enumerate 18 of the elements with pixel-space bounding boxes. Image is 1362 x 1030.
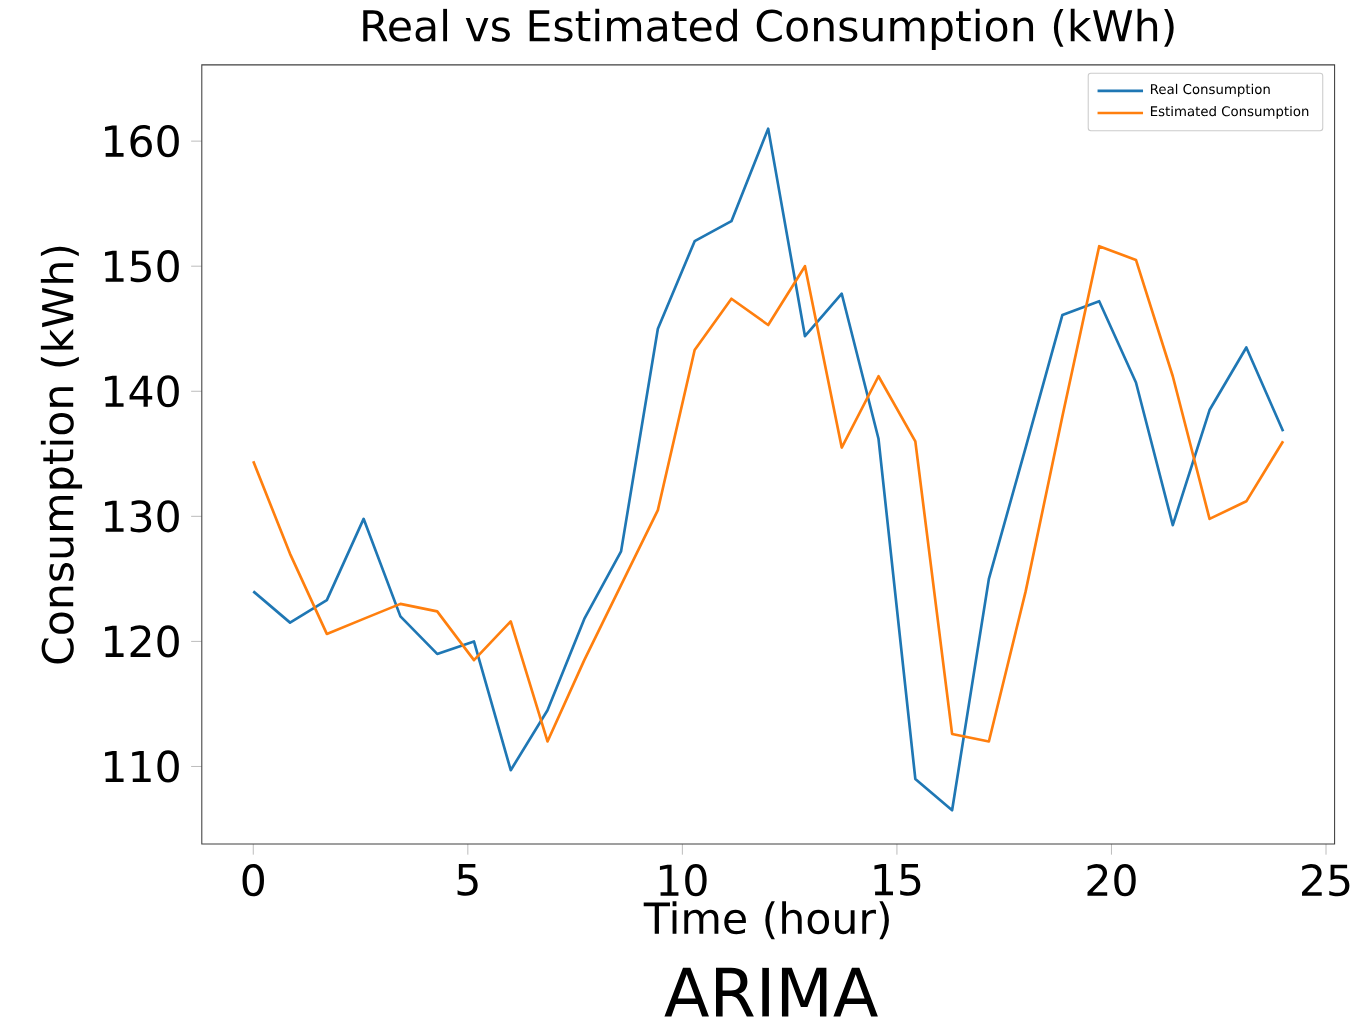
y-tick-label: 110 bbox=[105, 750, 179, 783]
line-series bbox=[251, 127, 1285, 812]
text: ARIMA bbox=[664, 967, 878, 1017]
chart-title: Real vs Estimated Consumption (kWh) bbox=[363, 8, 1174, 51]
x-tick-label: 15 bbox=[874, 864, 921, 896]
x-tick-label: 10 bbox=[659, 864, 707, 897]
x-axis-title: Time (hour) bbox=[643, 901, 889, 940]
y-tick-label: 120 bbox=[105, 625, 179, 658]
y-tick-label: 150 bbox=[105, 250, 179, 283]
x-tick-label: 5 bbox=[457, 864, 478, 896]
y-tick-label: 130 bbox=[105, 500, 179, 533]
x-tick-label: 25 bbox=[1302, 864, 1350, 897]
x-tick-label: 0 bbox=[242, 864, 264, 897]
y-tick-label: 160 bbox=[105, 125, 179, 158]
x-tick-label: 20 bbox=[1087, 864, 1136, 897]
y-tick-label: 140 bbox=[105, 375, 179, 408]
line-series bbox=[251, 244, 1285, 743]
y-axis-title: Consumption (kWh) bbox=[40, 246, 83, 664]
